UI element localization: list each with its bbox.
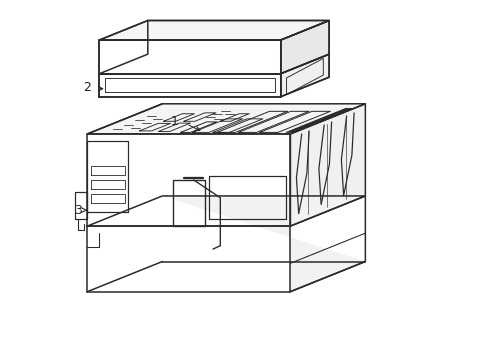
- Polygon shape: [280, 54, 328, 97]
- Polygon shape: [87, 226, 290, 292]
- Text: 2: 2: [83, 81, 91, 94]
- Polygon shape: [99, 40, 280, 74]
- Polygon shape: [87, 134, 290, 226]
- Polygon shape: [290, 104, 365, 226]
- Text: 3: 3: [74, 204, 81, 217]
- Polygon shape: [99, 21, 328, 40]
- Polygon shape: [280, 21, 328, 74]
- Polygon shape: [162, 196, 365, 292]
- Polygon shape: [87, 104, 365, 134]
- Text: 1: 1: [170, 115, 178, 128]
- Polygon shape: [99, 74, 280, 97]
